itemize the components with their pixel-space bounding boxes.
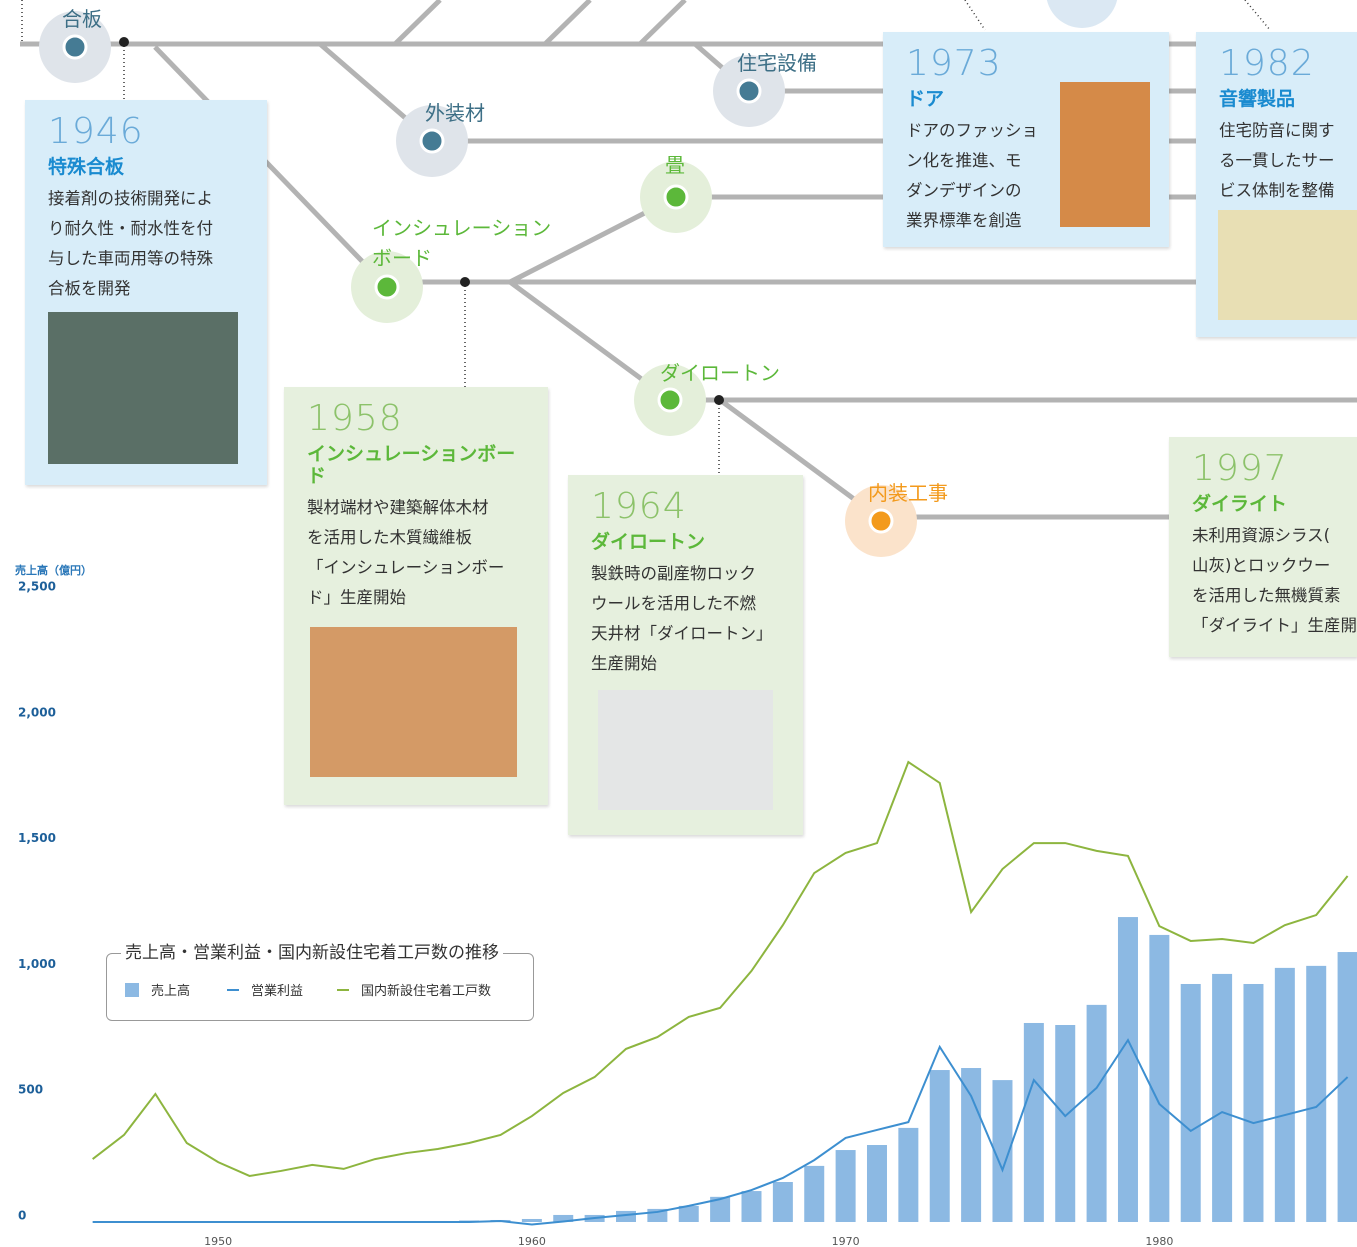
legend: 売上高・営業利益・国内新設住宅着工戸数の推移 売上高営業利益国内新設住宅着工戸数 <box>106 953 534 1021</box>
card-year: 1964 <box>591 487 803 527</box>
card-line: 山灰)とロックウー <box>1192 551 1357 581</box>
card-title: ドア <box>906 88 1056 110</box>
x-tick-label: 1980 <box>1145 1235 1173 1247</box>
card-title: ダイロートン <box>591 531 791 553</box>
card-year: 1946 <box>48 112 267 152</box>
bar <box>836 1150 856 1222</box>
bar <box>1243 984 1263 1222</box>
y-tick-label: 500 <box>18 1083 43 1097</box>
bar <box>898 1128 918 1222</box>
card-image <box>1060 82 1150 227</box>
bar <box>773 1182 793 1222</box>
card-line: を活用した無機質素 <box>1192 581 1357 611</box>
x-tick-label: 1970 <box>832 1235 860 1247</box>
legend-label: 営業利益 <box>251 980 303 999</box>
card-year: 1973 <box>906 44 1169 84</box>
y-tick-label: 0 <box>18 1209 26 1223</box>
card-line: る一貫したサー <box>1219 146 1357 176</box>
card: 1964 ダイロートン製鉄時の副産物ロックウールを活用した不燃天井材「ダイロートン… <box>568 475 803 835</box>
y-tick-label: 2,500 <box>18 580 56 594</box>
card-line: を活用した木質繊維板 <box>307 523 548 553</box>
bar <box>1338 952 1357 1222</box>
card-text: 未利用資源シラス(山灰)とロックウーを活用した無機質素「ダイライト」生産開始 <box>1192 521 1357 641</box>
bar <box>1055 1025 1075 1222</box>
card-line: 生産開始 <box>591 649 803 679</box>
branch-label: 内装工事 <box>868 478 948 508</box>
card-line: 与した車両用等の特殊 <box>48 244 267 274</box>
card-text: 接着剤の技術開発により耐久性・耐水性を付与した車両用等の特殊合板を開発 <box>48 184 267 304</box>
y-tick-label: 1,500 <box>18 831 56 845</box>
legend-swatch <box>337 989 349 991</box>
branch-label: 外装材 <box>425 98 485 128</box>
card-line: 合板を開発 <box>48 274 267 304</box>
legend-swatch <box>227 989 239 991</box>
card-image <box>48 312 238 464</box>
card-text: 製材端材や建築解体木材を活用した木質繊維板「インシュレーションボード」生産開始 <box>307 493 548 613</box>
card-line: 天井材「ダイロートン」 <box>591 619 803 649</box>
card-line: ウールを活用した不燃 <box>591 589 803 619</box>
y-axis-title: 売上高（億円） <box>15 563 92 577</box>
card-line: 未利用資源シラス( <box>1192 521 1357 551</box>
card-title: インシュレーションボード <box>307 443 522 487</box>
branch-label: 畳 <box>665 150 685 180</box>
card-title: ダイライト <box>1192 493 1357 515</box>
card-line: ビス体制を整備 <box>1219 176 1357 206</box>
branch-label: 合板 <box>62 4 102 34</box>
card-image <box>1218 210 1357 320</box>
card-line: 接着剤の技術開発によ <box>48 184 267 214</box>
y-tick-label: 1,000 <box>18 957 56 971</box>
bar <box>930 1070 950 1222</box>
bar <box>961 1068 981 1222</box>
bar <box>804 1166 824 1222</box>
card-title: 特殊合板 <box>48 156 248 178</box>
card-year: 1997 <box>1192 449 1357 489</box>
card-image <box>598 690 773 810</box>
bar <box>1118 917 1138 1222</box>
bar <box>867 1145 887 1222</box>
card-year: 1958 <box>307 399 548 439</box>
card-line: 製材端材や建築解体木材 <box>307 493 548 523</box>
bar <box>741 1191 761 1222</box>
bar <box>522 1219 542 1222</box>
branch-label: 住宅設備 <box>737 48 817 78</box>
card: 1958インシュレーションボード製材端材や建築解体木材を活用した木質繊維板「イン… <box>284 387 548 805</box>
card-line: 製鉄時の副産物ロック <box>591 559 803 589</box>
branch-label: インシュレーションボード <box>372 213 562 273</box>
page: {"timeline":{ "branches":["合板","外装材","住宅… <box>0 0 1357 1247</box>
card-line: 「インシュレーションボー <box>307 553 548 583</box>
card: 1997 ダイライト未利用資源シラス(山灰)とロックウーを活用した無機質素「ダイラ… <box>1169 437 1357 657</box>
card-line: 住宅防音に関す <box>1219 116 1357 146</box>
card-text: 製鉄時の副産物ロックウールを活用した不燃天井材「ダイロートン」生産開始 <box>591 559 803 679</box>
bar <box>679 1206 699 1222</box>
card-title: 音響製品 <box>1219 88 1357 110</box>
legend-label: 国内新設住宅着工戸数 <box>361 980 491 999</box>
x-tick-label: 1950 <box>204 1235 232 1247</box>
card-text: 住宅防音に関する一貫したサービス体制を整備 <box>1219 116 1357 206</box>
branch-label: ダイロートン <box>660 358 780 388</box>
legend-title: 売上高・営業利益・国内新設住宅着工戸数の推移 <box>121 938 503 963</box>
legend-swatch <box>125 983 139 997</box>
card: 1946 特殊合板接着剤の技術開発により耐久性・耐水性を付与した車両用等の特殊合板… <box>25 100 267 485</box>
bar <box>1306 966 1326 1222</box>
legend-label: 売上高 <box>151 980 190 999</box>
card-image <box>310 627 517 777</box>
card: 1982 音響製品住宅防音に関する一貫したサービス体制を整備 <box>1196 32 1357 337</box>
y-tick-label: 2,000 <box>18 705 56 719</box>
card-year: 1982 <box>1219 44 1357 84</box>
card-line: 「ダイライト」生産開始 <box>1192 611 1357 641</box>
x-tick-label: 1960 <box>518 1235 546 1247</box>
bar <box>1087 1005 1107 1222</box>
bar <box>1212 974 1232 1222</box>
bar <box>1275 968 1295 1222</box>
bar <box>1181 984 1201 1222</box>
card-line: り耐久性・耐水性を付 <box>48 214 267 244</box>
bar <box>1024 1023 1044 1222</box>
card-line: ド」生産開始 <box>307 583 548 613</box>
bar <box>1149 935 1169 1222</box>
